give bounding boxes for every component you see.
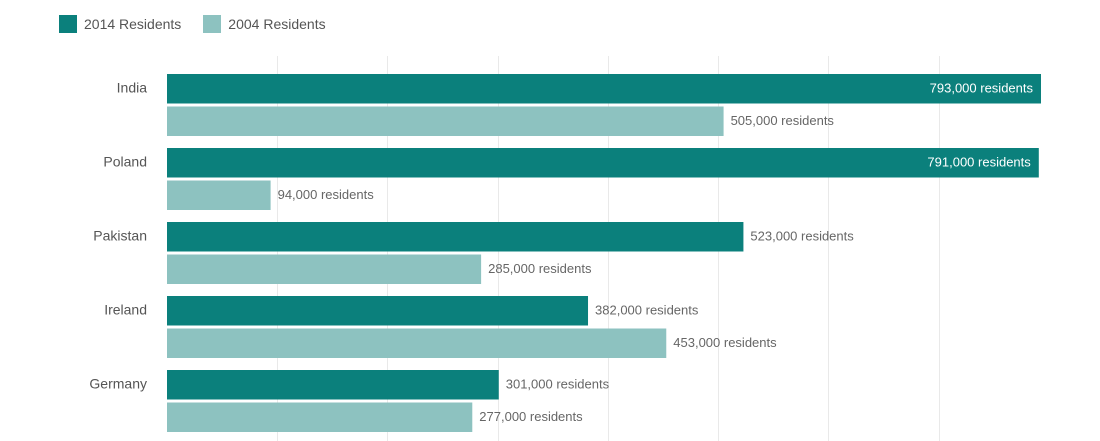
bar-germany-2004 [167, 402, 473, 432]
data-label-germany-2004: 277,000 residents [479, 409, 583, 424]
category-label-india: India [117, 80, 148, 96]
bar-germany-2014 [167, 370, 499, 400]
bar-poland-2014 [167, 148, 1039, 178]
data-label-germany-2014: 301,000 residents [506, 377, 610, 392]
bar-pakistan-2014 [167, 222, 744, 252]
legend-item-2014[interactable]: 2014 Residents [59, 15, 181, 33]
category-label-germany: Germany [89, 376, 147, 392]
data-label-poland-2014: 791,000 residents [927, 155, 1031, 170]
data-label-ireland-2014: 382,000 residents [595, 303, 699, 318]
chart-legend: 2014 Residents 2004 Residents [59, 14, 348, 34]
bar-poland-2004 [167, 180, 271, 210]
legend-label-2004: 2004 Residents [228, 16, 326, 32]
bar-ireland-2004 [167, 328, 667, 358]
data-label-poland-2004: 94,000 residents [278, 187, 375, 202]
data-label-india-2014: 793,000 residents [930, 81, 1034, 96]
bar-ireland-2014 [167, 296, 589, 326]
data-label-pakistan-2004: 285,000 residents [488, 261, 592, 276]
bar-india-2004 [167, 106, 724, 136]
data-label-india-2004: 505,000 residents [731, 113, 835, 128]
data-label-pakistan-2014: 523,000 residents [750, 229, 854, 244]
category-label-pakistan: Pakistan [93, 228, 147, 244]
legend-swatch-2004 [203, 15, 222, 33]
category-label-poland: Poland [103, 154, 147, 170]
bar-pakistan-2004 [167, 254, 482, 284]
legend-item-2004[interactable]: 2004 Residents [203, 15, 326, 33]
bar-india-2014 [167, 74, 1041, 104]
data-label-ireland-2004: 453,000 residents [673, 335, 777, 350]
legend-swatch-2014 [59, 15, 77, 33]
category-label-ireland: Ireland [104, 302, 147, 318]
legend-label-2014: 2014 Residents [84, 16, 182, 32]
